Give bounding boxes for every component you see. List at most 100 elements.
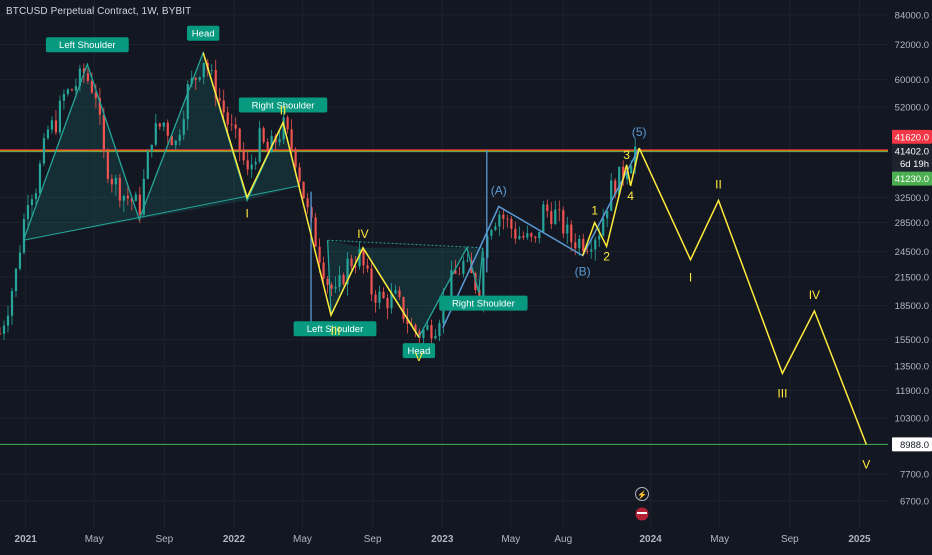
- candle-body: [46, 129, 50, 139]
- candle-body: [38, 163, 42, 194]
- candle-body: [258, 128, 261, 162]
- neckline-0: [23, 185, 300, 241]
- wave-lines: [202, 52, 867, 445]
- time-tick-4: May: [293, 534, 312, 545]
- candle-body: [86, 73, 89, 81]
- wave-label-2: 2: [603, 249, 610, 263]
- candle-body: [606, 210, 609, 219]
- neckline-1: [327, 239, 483, 249]
- candle-body: [122, 195, 125, 201]
- time-tick-1: May: [85, 534, 104, 545]
- wave-corrective-2023: [442, 147, 640, 328]
- candle-body: [254, 161, 257, 165]
- wave-label-B: (B): [575, 265, 591, 279]
- candle-body: [338, 274, 341, 287]
- candle-body: [238, 128, 241, 150]
- price-tick-7: 21500.0: [895, 272, 929, 283]
- price-tick-6: 24500.0: [895, 247, 929, 258]
- pattern-label-head-2021-bg: [186, 25, 220, 41]
- candle-body: [298, 167, 301, 182]
- wave-bear-2022: [202, 52, 420, 338]
- candle-body: [426, 325, 429, 330]
- wave-label-I-2024: I: [689, 271, 692, 285]
- candle-body: [598, 235, 601, 240]
- price-tags: 41620.0 41402.0 6d 19h 41230.0 8988.0: [892, 129, 932, 452]
- price-tick-10: 13500.0: [895, 362, 929, 373]
- candle-body: [202, 62, 205, 78]
- candle-body: [490, 229, 493, 236]
- candle-body: [134, 194, 137, 202]
- candle-body: [230, 124, 233, 126]
- candle-body: [350, 258, 353, 267]
- price-tick-2: 60000.0: [895, 75, 929, 86]
- wave-projection-2024: [638, 147, 867, 445]
- candle-body: [622, 166, 625, 179]
- candle-body: [6, 315, 10, 326]
- wave-label-III-2022: III: [331, 324, 341, 338]
- candle-body: [534, 236, 537, 239]
- candle-body: [114, 177, 117, 185]
- candle-body: [430, 325, 433, 339]
- time-axis-bg: [0, 528, 932, 550]
- candle-body: [406, 319, 409, 324]
- candle-body: [482, 257, 485, 302]
- candle-body: [418, 331, 421, 339]
- candle-body: [454, 270, 457, 274]
- candle-body: [518, 236, 521, 239]
- candle-body: [402, 297, 405, 320]
- candle-body: [422, 329, 425, 339]
- candle-body: [414, 325, 417, 332]
- candle-body: [458, 273, 461, 275]
- time-tick-0: 2021: [15, 534, 38, 545]
- price-tag-red: 41620.0: [895, 132, 929, 143]
- wave-label-V-2024: V: [862, 457, 870, 471]
- candle-body: [198, 77, 201, 80]
- time-tick-9: 2024: [639, 534, 662, 545]
- candle-body: [526, 233, 529, 238]
- candle-body: [166, 122, 169, 136]
- wave-label-5: (5): [632, 125, 647, 139]
- pattern-fills: [23, 52, 483, 338]
- wave-label-III-2024: III: [777, 386, 787, 400]
- wave-label-I-2022: I: [245, 206, 248, 220]
- pattern-fill-1-1: [363, 247, 467, 338]
- candle-body: [146, 151, 149, 179]
- candle-body: [306, 198, 309, 208]
- candle-body: [98, 98, 101, 115]
- pattern-label-right-shoulder-2021: Right Shoulder: [252, 100, 315, 111]
- candle-body: [30, 199, 34, 206]
- candle-body: [106, 151, 109, 179]
- candle-body: [50, 120, 54, 130]
- annotation-labels: Left Shoulder Head Right Shoulder Left Shou…: [45, 25, 870, 471]
- candle-body: [466, 260, 469, 262]
- candle-body: [546, 204, 549, 212]
- time-tick-3: 2022: [223, 534, 246, 545]
- candle-body: [22, 219, 26, 253]
- wave-label-V-2022: V: [415, 350, 423, 364]
- pattern-label-right-shoulder-2021-bg: [238, 97, 328, 113]
- candle-body: [522, 236, 525, 238]
- candle-body: [302, 181, 305, 199]
- candle-body: [542, 204, 545, 232]
- price-tag-green-bg: [892, 171, 932, 186]
- price-tick-1: 72000.0: [895, 40, 929, 51]
- candle-body: [326, 278, 329, 285]
- candle-body: [566, 224, 569, 234]
- price-tick-3: 52000.0: [895, 103, 929, 114]
- candle-body: [54, 120, 58, 133]
- wave-label-IV-2024: IV: [809, 288, 820, 302]
- price-tick-0: 84000.0: [895, 10, 929, 21]
- candle-body: [390, 293, 393, 309]
- candle-body: [538, 231, 541, 239]
- candle-body: [34, 193, 38, 200]
- candle-body: [102, 114, 105, 152]
- candle-body: [578, 238, 581, 249]
- candle-body: [270, 135, 273, 153]
- candle-body: [158, 123, 161, 127]
- candle-body: [366, 265, 369, 269]
- wave-label-A: (A): [491, 183, 507, 197]
- candle-body: [558, 209, 561, 211]
- time-tick-6: 2023: [431, 534, 454, 545]
